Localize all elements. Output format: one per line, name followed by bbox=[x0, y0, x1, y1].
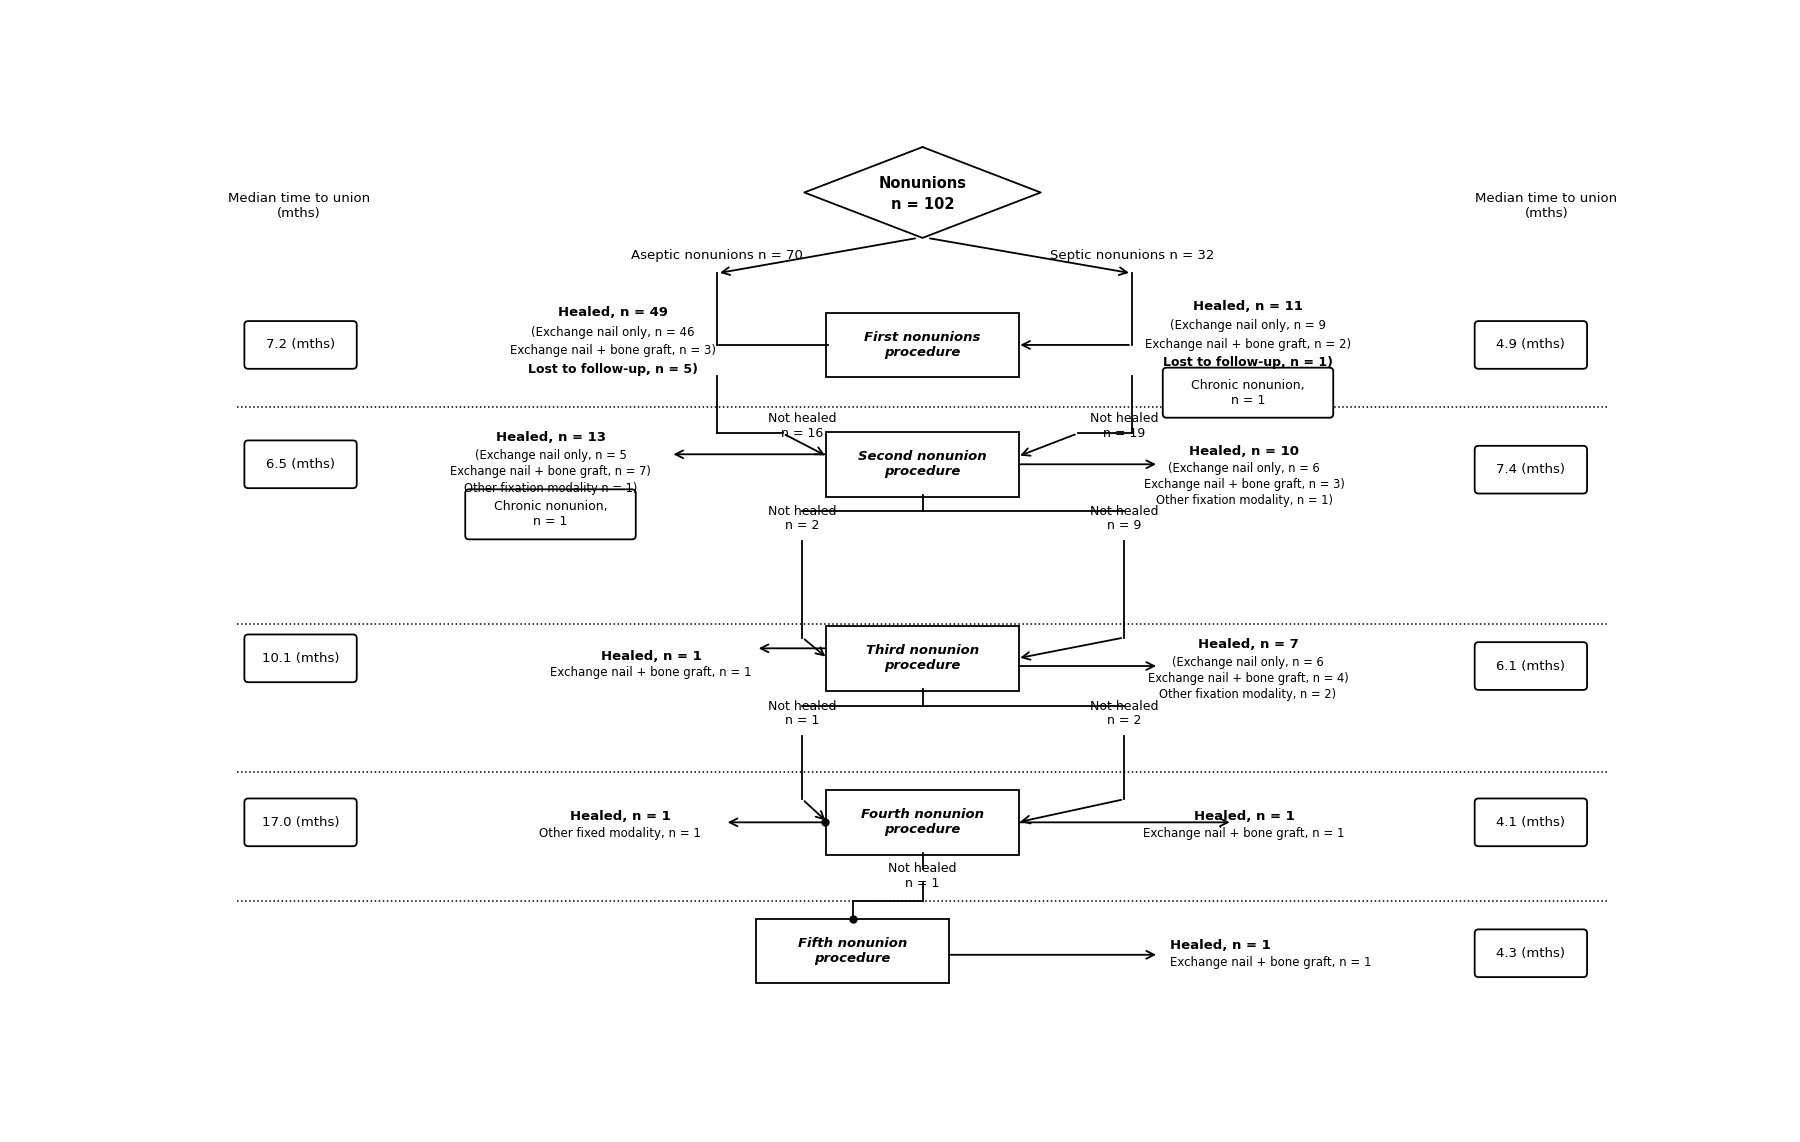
Text: Lost to follow-up, n = 5): Lost to follow-up, n = 5) bbox=[527, 363, 698, 376]
FancyBboxPatch shape bbox=[1474, 445, 1588, 493]
Text: n = 1: n = 1 bbox=[785, 714, 819, 727]
FancyBboxPatch shape bbox=[464, 489, 635, 539]
FancyBboxPatch shape bbox=[1474, 930, 1588, 978]
Text: n = 19: n = 19 bbox=[1103, 427, 1145, 440]
FancyBboxPatch shape bbox=[245, 798, 356, 846]
Text: Exchange nail + bone graft, n = 1: Exchange nail + bone graft, n = 1 bbox=[551, 667, 752, 679]
Text: Not healed: Not healed bbox=[769, 412, 837, 425]
Text: Exchange nail + bone graft, n = 2): Exchange nail + bone graft, n = 2) bbox=[1145, 338, 1352, 351]
Text: Exchange nail + bone graft, n = 7): Exchange nail + bone graft, n = 7) bbox=[450, 466, 652, 478]
Text: Chronic nonunion,
n = 1: Chronic nonunion, n = 1 bbox=[493, 500, 607, 529]
Text: 7.4 (mths): 7.4 (mths) bbox=[1496, 464, 1566, 476]
Text: Healed, n = 10: Healed, n = 10 bbox=[1190, 444, 1300, 458]
Text: n = 2: n = 2 bbox=[785, 520, 819, 532]
FancyBboxPatch shape bbox=[756, 918, 949, 983]
Text: Exchange nail + bone graft, n = 3): Exchange nail + bone graft, n = 3) bbox=[509, 344, 716, 356]
Text: n = 9: n = 9 bbox=[1107, 520, 1141, 532]
Text: 6.5 (mths): 6.5 (mths) bbox=[266, 458, 335, 471]
Text: 7.2 (mths): 7.2 (mths) bbox=[266, 338, 335, 352]
Text: Fourth nonunion
procedure: Fourth nonunion procedure bbox=[860, 809, 985, 836]
Polygon shape bbox=[805, 147, 1040, 238]
Text: Healed, n = 1: Healed, n = 1 bbox=[601, 650, 702, 662]
FancyBboxPatch shape bbox=[826, 626, 1019, 691]
Text: Nonunions: Nonunions bbox=[878, 176, 967, 191]
Text: Lost to follow-up, n = 1): Lost to follow-up, n = 1) bbox=[1163, 356, 1334, 369]
Text: Other fixation modality, n = 1): Other fixation modality, n = 1) bbox=[1156, 494, 1332, 507]
Text: Chronic nonunion,
n = 1: Chronic nonunion, n = 1 bbox=[1192, 379, 1305, 407]
FancyBboxPatch shape bbox=[826, 790, 1019, 854]
Text: n = 102: n = 102 bbox=[891, 196, 954, 211]
Text: 6.1 (mths): 6.1 (mths) bbox=[1496, 660, 1566, 673]
Text: First nonunions
procedure: First nonunions procedure bbox=[864, 331, 981, 359]
Text: n = 2: n = 2 bbox=[1107, 714, 1141, 727]
Text: Not healed: Not healed bbox=[1089, 412, 1157, 425]
Text: Other fixation modality n = 1): Other fixation modality n = 1) bbox=[464, 482, 637, 494]
FancyBboxPatch shape bbox=[826, 432, 1019, 497]
Text: n = 1: n = 1 bbox=[905, 877, 940, 890]
Text: Healed, n = 13: Healed, n = 13 bbox=[495, 431, 605, 444]
Text: Exchange nail + bone graft, n = 3): Exchange nail + bone graft, n = 3) bbox=[1143, 477, 1345, 491]
Text: 17.0 (mths): 17.0 (mths) bbox=[261, 815, 340, 829]
FancyBboxPatch shape bbox=[826, 313, 1019, 377]
Text: Healed, n = 1: Healed, n = 1 bbox=[1170, 939, 1271, 952]
Text: Other fixed modality, n = 1: Other fixed modality, n = 1 bbox=[540, 827, 702, 839]
Text: Not healed: Not healed bbox=[769, 700, 837, 713]
FancyBboxPatch shape bbox=[245, 441, 356, 488]
Text: Second nonunion
procedure: Second nonunion procedure bbox=[859, 450, 986, 478]
Text: Healed, n = 11: Healed, n = 11 bbox=[1193, 300, 1303, 313]
Text: Not healed: Not healed bbox=[887, 862, 958, 875]
FancyBboxPatch shape bbox=[1474, 798, 1588, 846]
Text: (Exchange nail only, n = 46: (Exchange nail only, n = 46 bbox=[531, 327, 695, 339]
Text: Median time to union
(mths): Median time to union (mths) bbox=[1476, 192, 1618, 220]
Text: 4.9 (mths): 4.9 (mths) bbox=[1496, 338, 1566, 352]
Text: Aseptic nonunions n = 70: Aseptic nonunions n = 70 bbox=[632, 249, 803, 263]
Text: Not healed: Not healed bbox=[1089, 505, 1157, 517]
Text: 4.1 (mths): 4.1 (mths) bbox=[1496, 815, 1566, 829]
Text: Median time to union
(mths): Median time to union (mths) bbox=[227, 192, 369, 220]
Text: Fifth nonunion
procedure: Fifth nonunion procedure bbox=[797, 936, 907, 965]
Text: Healed, n = 1: Healed, n = 1 bbox=[571, 810, 671, 822]
Text: Third nonunion
procedure: Third nonunion procedure bbox=[866, 644, 979, 673]
Text: Healed, n = 7: Healed, n = 7 bbox=[1197, 638, 1298, 651]
Text: Septic nonunions n = 32: Septic nonunions n = 32 bbox=[1049, 249, 1213, 263]
Text: Exchange nail + bone graft, n = 1: Exchange nail + bone graft, n = 1 bbox=[1170, 956, 1372, 968]
Text: Not healed: Not healed bbox=[769, 505, 837, 517]
Text: (Exchange nail only, n = 5: (Exchange nail only, n = 5 bbox=[475, 449, 626, 463]
Text: Exchange nail + bone graft, n = 4): Exchange nail + bone graft, n = 4) bbox=[1148, 671, 1348, 685]
FancyBboxPatch shape bbox=[1474, 642, 1588, 690]
Text: 10.1 (mths): 10.1 (mths) bbox=[261, 652, 340, 665]
Text: n = 16: n = 16 bbox=[781, 427, 824, 440]
Text: Not healed: Not healed bbox=[1089, 700, 1157, 713]
FancyBboxPatch shape bbox=[245, 635, 356, 682]
Text: (Exchange nail only, n = 9: (Exchange nail only, n = 9 bbox=[1170, 320, 1327, 332]
FancyBboxPatch shape bbox=[245, 321, 356, 369]
Text: 4.3 (mths): 4.3 (mths) bbox=[1496, 947, 1566, 959]
Text: Other fixation modality, n = 2): Other fixation modality, n = 2) bbox=[1159, 687, 1337, 701]
Text: Exchange nail + bone graft, n = 1: Exchange nail + bone graft, n = 1 bbox=[1143, 827, 1345, 839]
FancyBboxPatch shape bbox=[1163, 368, 1334, 418]
Text: (Exchange nail only, n = 6: (Exchange nail only, n = 6 bbox=[1168, 461, 1319, 475]
Text: Healed, n = 49: Healed, n = 49 bbox=[558, 306, 668, 319]
FancyBboxPatch shape bbox=[1474, 321, 1588, 369]
Text: Healed, n = 1: Healed, n = 1 bbox=[1193, 810, 1294, 822]
Text: (Exchange nail only, n = 6: (Exchange nail only, n = 6 bbox=[1172, 656, 1323, 669]
